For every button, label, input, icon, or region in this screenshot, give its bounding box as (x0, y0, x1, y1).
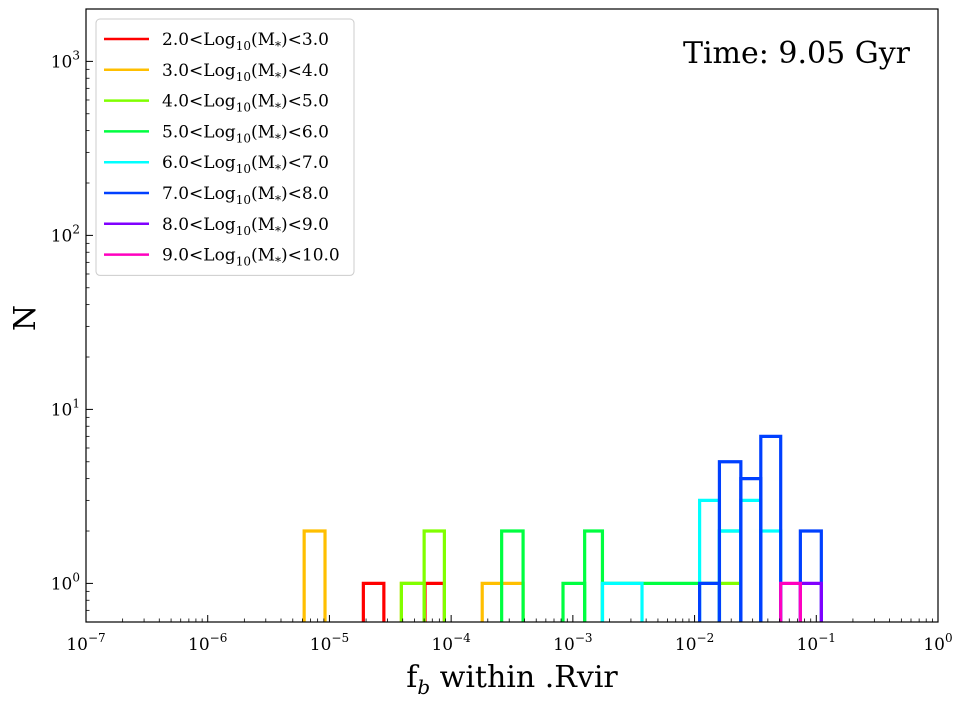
x-axis-label-sub: b (417, 675, 430, 699)
time-annotation: Time: 9.05 Gyr (683, 36, 911, 71)
x-tick-label: 10−1 (797, 631, 836, 655)
legend-box (95, 18, 355, 276)
y-tick-label: 103 (51, 48, 80, 72)
legend-entry: 2.0<Log10(M*)<3.0 (162, 30, 329, 53)
bin-4-4 (759, 529, 783, 622)
series-5 (698, 434, 823, 622)
bin-5-0 (698, 581, 722, 622)
x-tick-label: 100 (923, 631, 952, 655)
x-tick-label: 10−4 (431, 631, 471, 655)
bin-7-0 (779, 581, 802, 622)
plot-frame (85, 8, 939, 623)
bin-3-4 (717, 529, 743, 622)
y-tick-label: 102 (51, 222, 80, 246)
y-tick-label: 100 (51, 570, 80, 594)
bin-4-1 (698, 498, 722, 622)
y-tick-label: 101 (51, 396, 80, 420)
legend-entry: 3.0<Log10(M*)<4.0 (162, 61, 329, 84)
bin-2-1 (422, 529, 446, 622)
bin-1-0 (302, 529, 327, 622)
x-tick-label: 10−2 (675, 631, 714, 655)
series-2 (399, 529, 743, 622)
bin-0-1 (423, 581, 446, 622)
series-3 (500, 529, 743, 622)
bin-5-1 (717, 460, 743, 622)
legend-entry: 4.0<Log10(M*)<5.0 (162, 92, 329, 115)
series-4 (600, 498, 783, 622)
legend-entry: 9.0<Log10(M*)<10.0 (162, 246, 340, 269)
x-tick-label: 10−7 (66, 631, 105, 655)
bin-5-4 (798, 529, 823, 622)
bin-4-3 (739, 498, 763, 622)
legend-entry: 5.0<Log10(M*)<6.0 (162, 122, 329, 145)
series-7 (779, 581, 802, 622)
bin-2-0 (399, 581, 426, 622)
x-tick-label: 10−6 (188, 631, 227, 655)
legend-entry: 8.0<Log10(M*)<9.0 (162, 215, 329, 238)
x-tick-label: 10−3 (553, 631, 592, 655)
axis-ticks: 10−7 10−6 10−5 10−4 10−3 10−2 10−1 100 100 101 102… (51, 8, 953, 655)
bin-3-0 (500, 529, 525, 622)
legend: 2.0<Log10(M*)<3.0 3.0<Log10(M*)<4.0 4.0<Lo… (95, 18, 355, 276)
bin-3-1 (561, 581, 587, 622)
bin-5-3 (759, 434, 783, 622)
bin-1-1 (399, 581, 426, 622)
bin-2-2 (717, 581, 743, 622)
x-axis-label-main: f (406, 660, 419, 695)
series-1 (302, 529, 525, 622)
y-axis-label: N (8, 305, 43, 331)
bin-3-2 (583, 529, 605, 622)
legend-entry: 6.0<Log10(M*)<7.0 (162, 153, 329, 176)
legend-entry: 7.0<Log10(M*)<8.0 (162, 184, 329, 207)
x-axis-label-rest: within .Rvir (430, 660, 618, 695)
bin-4-0 (600, 581, 644, 622)
bin-0-0 (361, 581, 386, 622)
bin-4-2 (717, 529, 743, 622)
x-tick-label: 10−5 (310, 631, 349, 655)
x-axis-label: fb within .Rvir (406, 660, 618, 699)
bin-3-3 (600, 581, 722, 622)
histogram-steps (302, 434, 823, 622)
